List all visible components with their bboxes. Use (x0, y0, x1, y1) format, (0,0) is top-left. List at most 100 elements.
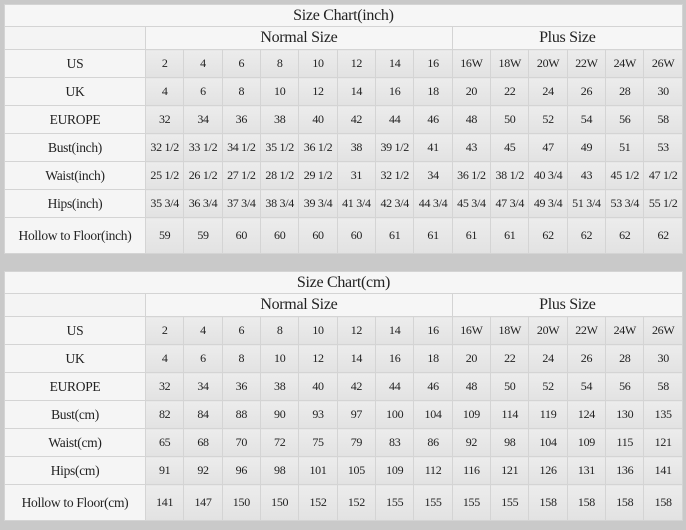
size-cell: 86 (413, 428, 453, 457)
size-cell: 43 (566, 161, 607, 190)
size-cell: 40 (298, 105, 338, 134)
size-chart-cm-table: Size Chart(cm) Normal Size Plus Size US 2 4 6 8… (4, 271, 683, 521)
size-cell: 60 (336, 217, 377, 254)
size-cell: 92 (451, 428, 492, 457)
size-cell: 52 (528, 372, 568, 401)
size-cell: 44 3/4 (413, 189, 453, 218)
size-cell: 20 (451, 344, 492, 373)
size-cell: 39 1/2 (375, 133, 415, 162)
size-cell: 47 3/4 (490, 189, 530, 218)
blank-header-cell (4, 293, 146, 317)
size-cell: 124 (566, 400, 607, 429)
size-cell: 14 (336, 77, 377, 106)
size-cell: 36 1/2 (451, 161, 492, 190)
size-cell: 54 (566, 105, 607, 134)
size-cell: 126 (528, 456, 568, 485)
size-cell: 24 (528, 344, 568, 373)
size-cell: 152 (336, 484, 377, 521)
size-cell: 8 (260, 49, 300, 78)
size-cell: 16W (451, 49, 492, 78)
row-label: EUROPE (4, 105, 146, 134)
size-cell: 6 (183, 77, 223, 106)
size-cell: 158 (643, 484, 683, 521)
size-cell: 121 (643, 428, 683, 457)
row-label: Waist(inch) (4, 161, 146, 190)
size-cell: 65 (144, 428, 185, 457)
size-cell: 61 (413, 217, 453, 254)
size-cell: 48 (451, 372, 492, 401)
table-row: UK 4 6 8 10 12 14 16 18 20 22 24 26 28 30 (4, 77, 683, 106)
size-cell: 38 3/4 (260, 189, 300, 218)
size-cell: 40 (298, 372, 338, 401)
size-cell: 119 (528, 400, 568, 429)
size-cell: 62 (566, 217, 607, 254)
size-cell: 50 (490, 372, 530, 401)
size-chart-inch-table: Size Chart(inch) Normal Size Plus Size US 2 4… (4, 4, 683, 254)
size-cell: 58 (643, 372, 683, 401)
size-cell: 51 (605, 133, 645, 162)
size-cell: 45 1/2 (605, 161, 645, 190)
size-cell: 43 (451, 133, 492, 162)
size-cell: 38 1/2 (490, 161, 530, 190)
title-row: Size Chart(inch) (4, 4, 683, 27)
size-cell: 155 (413, 484, 453, 521)
size-cell: 4 (183, 49, 223, 78)
size-cell: 6 (221, 49, 262, 78)
size-cell: 35 1/2 (260, 133, 300, 162)
size-cell: 56 (605, 105, 645, 134)
size-cell: 101 (298, 456, 338, 485)
size-cell: 97 (336, 400, 377, 429)
size-cell: 96 (221, 456, 262, 485)
size-cell: 26W (643, 49, 683, 78)
size-cell: 60 (260, 217, 300, 254)
row-label: UK (4, 344, 146, 373)
size-cell: 12 (298, 344, 338, 373)
size-cell: 60 (298, 217, 338, 254)
size-cell: 105 (336, 456, 377, 485)
size-cell: 4 (183, 316, 223, 345)
size-cell: 41 (413, 133, 453, 162)
size-cell: 55 1/2 (643, 189, 683, 218)
size-cell: 12 (336, 316, 377, 345)
size-cell: 147 (183, 484, 223, 521)
size-cell: 116 (451, 456, 492, 485)
size-cell: 141 (144, 484, 185, 521)
size-cell: 14 (336, 344, 377, 373)
size-cell: 61 (451, 217, 492, 254)
size-cell: 18W (490, 49, 530, 78)
size-cell: 32 1/2 (375, 161, 415, 190)
size-cell: 20W (528, 49, 568, 78)
size-cell: 158 (566, 484, 607, 521)
size-cell: 92 (183, 456, 223, 485)
size-cell: 36 (221, 105, 262, 134)
size-cell: 130 (605, 400, 645, 429)
size-cell: 27 1/2 (221, 161, 262, 190)
size-cell: 6 (183, 344, 223, 373)
size-cell: 28 (605, 77, 645, 106)
size-cell: 61 (490, 217, 530, 254)
table-row: US 2 4 6 8 10 12 14 16 16W 18W 20W 22W 24W 26W (4, 316, 683, 345)
table-row: Waist(inch) 25 1/2 26 1/2 27 1/2 28 1/2 29 1/… (4, 161, 683, 190)
size-cell: 158 (605, 484, 645, 521)
table-row: EUROPE 32 34 36 38 40 42 44 46 48 50 52 54 56 58 (4, 105, 683, 134)
section-header-row: Normal Size Plus Size (4, 293, 683, 317)
size-cell: 46 (413, 105, 453, 134)
size-cell: 98 (490, 428, 530, 457)
plus-size-header: Plus Size (451, 293, 683, 317)
size-cell: 36 1/2 (298, 133, 338, 162)
size-cell: 6 (221, 316, 262, 345)
size-cell: 98 (260, 456, 300, 485)
size-cell: 90 (260, 400, 300, 429)
row-label: Hollow to Floor(inch) (4, 217, 146, 254)
table-row: Hips(cm) 91 92 96 98 101 105 109 112 116 121 126 131… (4, 456, 683, 485)
size-cell: 18 (413, 344, 453, 373)
size-cell: 26 1/2 (183, 161, 223, 190)
size-cell: 53 (643, 133, 683, 162)
size-cell: 10 (298, 49, 338, 78)
size-cell: 8 (260, 316, 300, 345)
section-header-row: Normal Size Plus Size (4, 26, 683, 50)
size-cell: 152 (298, 484, 338, 521)
size-cell: 31 (336, 161, 377, 190)
size-cell: 26 (566, 77, 607, 106)
size-cell: 26 (566, 344, 607, 373)
